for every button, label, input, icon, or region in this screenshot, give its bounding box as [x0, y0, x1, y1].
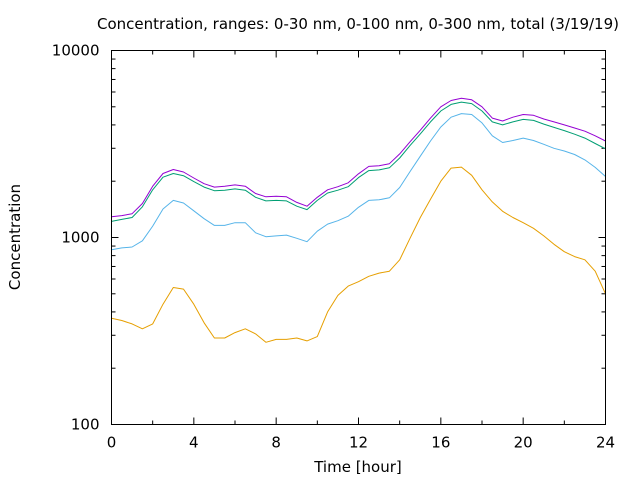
series-lines: [111, 97, 606, 343]
chart-title: Concentration, ranges: 0-30 nm, 0-100 nm…: [97, 15, 619, 33]
x-tick-label: 20: [514, 434, 533, 452]
y-tick-label: 100: [71, 416, 100, 434]
minor-ticks: [111, 50, 606, 425]
major-ticks: [111, 50, 606, 425]
x-tick-label: 4: [189, 434, 199, 452]
x-axis-label: Time [hour]: [313, 458, 402, 476]
x-tick-label: 8: [271, 434, 281, 452]
plot-frame: [111, 50, 606, 425]
y-tick-label: 1000: [61, 229, 99, 247]
series-line-2: [111, 101, 606, 222]
series-line-3: [111, 113, 606, 251]
x-tick-label: 24: [596, 434, 615, 452]
x-tick-label: 12: [349, 434, 368, 452]
series-line-4: [111, 166, 606, 343]
y-axis-label: Concentration: [6, 184, 24, 290]
x-tick-label: 16: [431, 434, 450, 452]
x-tick-label: 0: [107, 434, 117, 452]
tick-labels: 0 4 8 12 16 20 24 100 1000 10000: [52, 42, 615, 452]
series-line-1: [111, 97, 606, 218]
y-tick-label: 10000: [52, 42, 100, 60]
